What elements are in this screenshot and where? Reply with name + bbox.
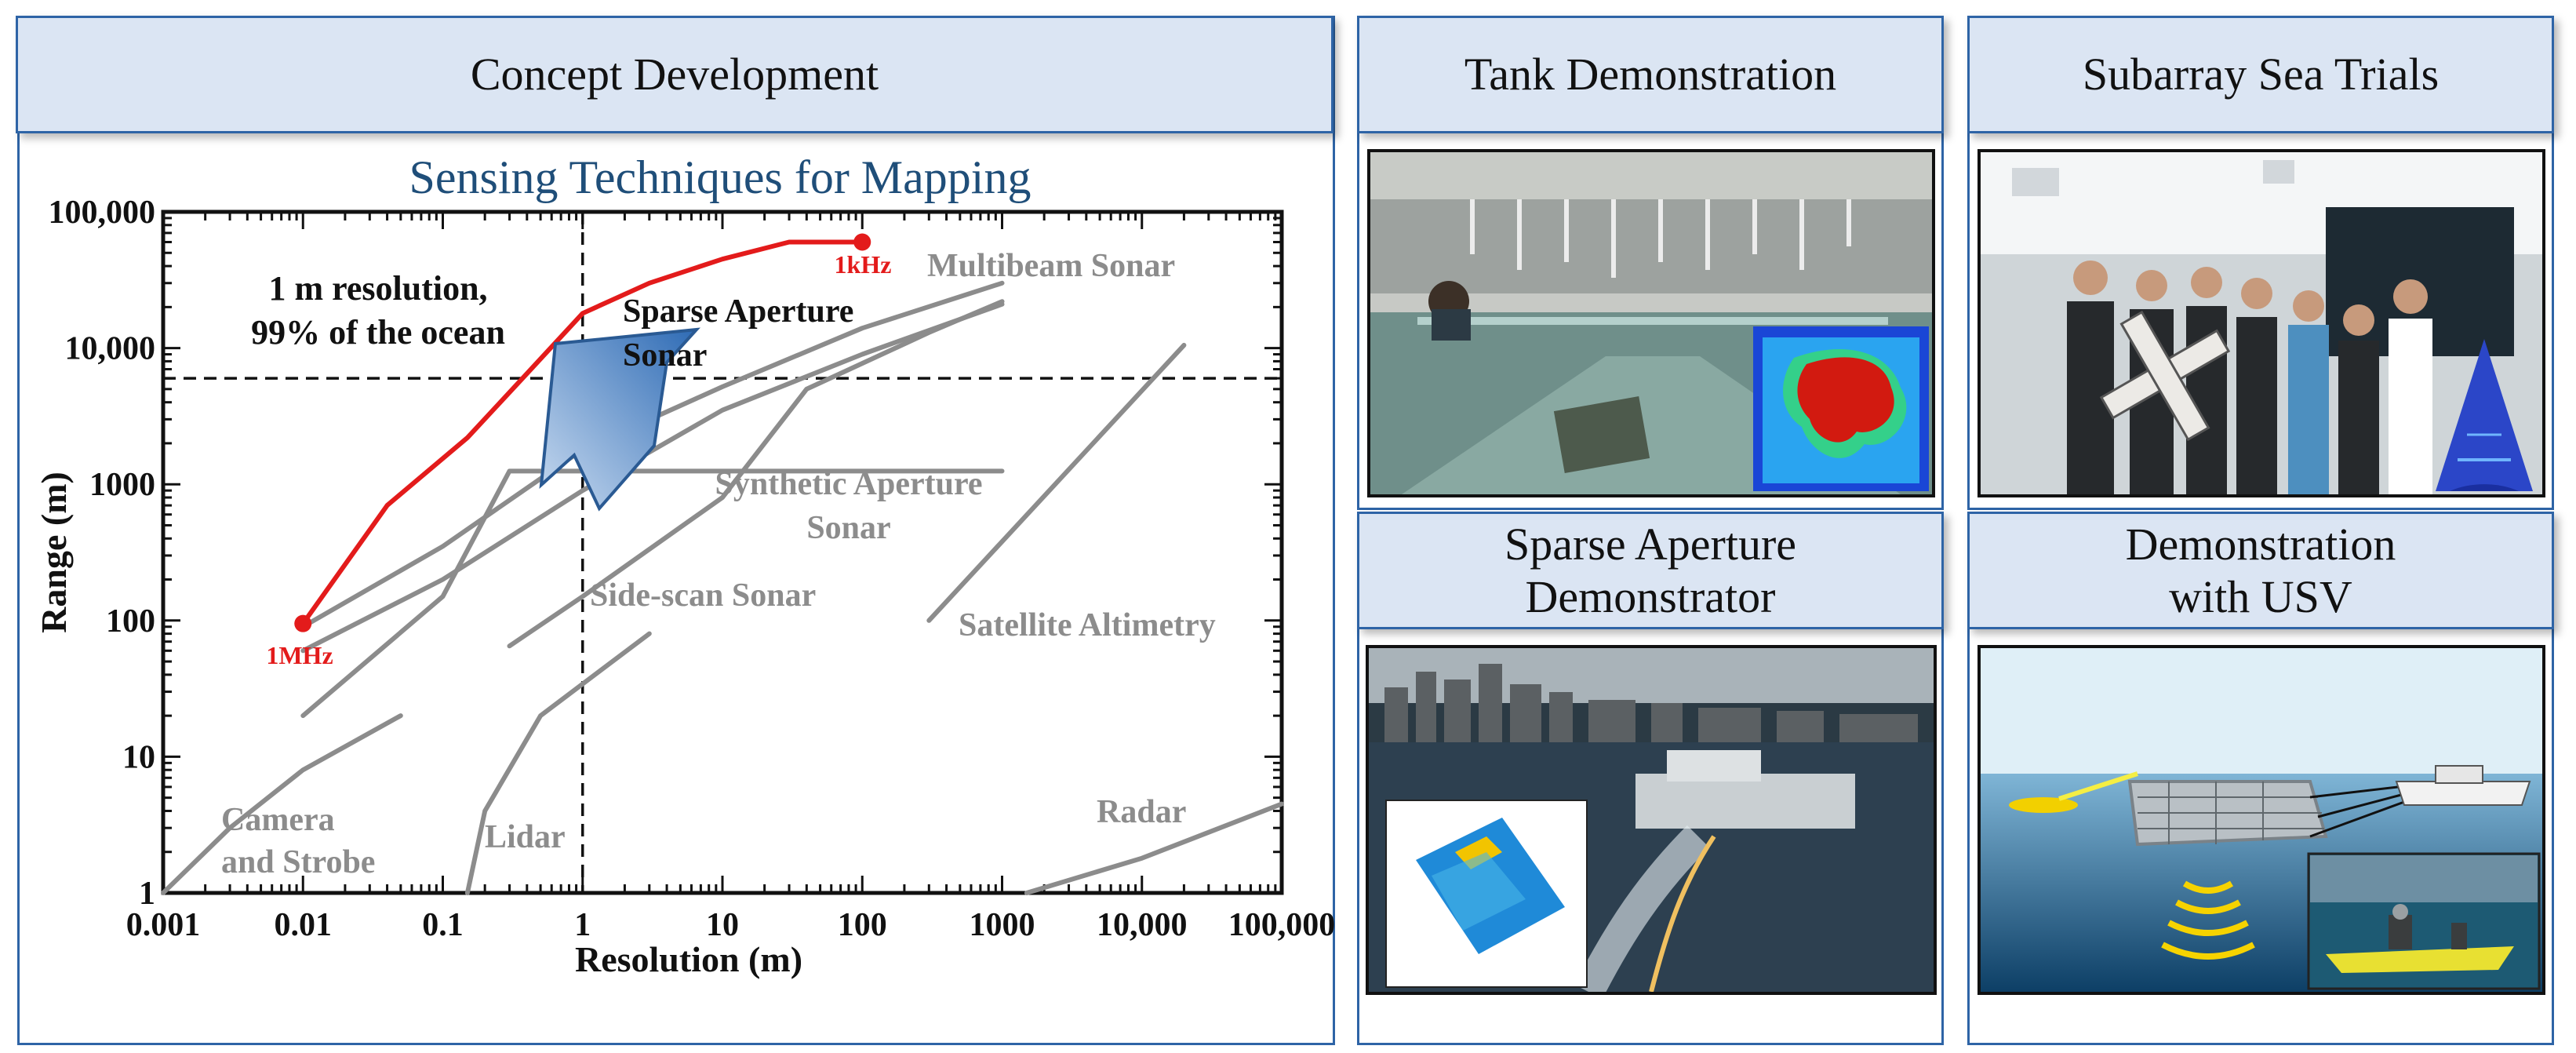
x-tick-label: 0.01 bbox=[275, 907, 333, 943]
usv-header-line2: with USV bbox=[2169, 571, 2352, 622]
x-tick-label: 10,000 bbox=[1097, 907, 1188, 943]
y-tick-label: 10 bbox=[122, 739, 155, 775]
annotation-line2: 99% of the ocean bbox=[251, 313, 505, 352]
x-tick-label: 1000 bbox=[970, 907, 1035, 943]
tank-header: Tank Demonstration bbox=[1357, 16, 1944, 133]
x-axis-label: Resolution (m) bbox=[575, 939, 802, 979]
label-lidar: Lidar bbox=[485, 819, 566, 855]
sparse-label-line2: Sonar bbox=[623, 337, 707, 373]
sparse-aperture-curve bbox=[294, 233, 871, 632]
label-satellite: Satellite Altimetry bbox=[959, 607, 1216, 643]
axis-ticks bbox=[162, 210, 1283, 895]
x-tick-label: 100,000 bbox=[1228, 907, 1335, 943]
concept-header: Concept Development bbox=[16, 16, 1333, 133]
label-1mhz: 1MHz bbox=[266, 641, 333, 669]
end-point bbox=[853, 233, 871, 251]
y-axis-label: Range (m) bbox=[34, 472, 74, 633]
subarray-header: Subarray Sea Trials bbox=[1967, 16, 2554, 133]
label-camera-line2: and Strobe bbox=[221, 844, 375, 880]
chart-title: Sensing Techniques for Mapping bbox=[409, 151, 1031, 203]
label-radar: Radar bbox=[1097, 794, 1186, 830]
label-multibeam: Multibeam Sonar bbox=[927, 248, 1175, 284]
series-line-4 bbox=[926, 342, 1187, 623]
start-point bbox=[294, 614, 312, 632]
y-tick-label: 1 bbox=[139, 876, 155, 912]
x-tick-label: 100 bbox=[838, 907, 887, 943]
sparse-photo bbox=[1366, 645, 1937, 995]
y-tick-labels: 1 10 100 1000 10,000 100,000 bbox=[49, 195, 156, 912]
subarray-photo bbox=[1977, 149, 2545, 497]
sparse-aperture-line bbox=[300, 239, 865, 626]
label-sas-line2: Sonar bbox=[806, 510, 890, 546]
series-line-5 bbox=[161, 713, 403, 895]
y-tick-label: 100 bbox=[106, 603, 155, 639]
sparse-header: Sparse Aperture Demonstrator bbox=[1357, 512, 1944, 629]
label-1khz: 1kHz bbox=[835, 250, 892, 279]
x-tick-label: 10 bbox=[706, 907, 739, 943]
y-tick-label: 100,000 bbox=[49, 195, 156, 231]
label-camera-line1: Camera bbox=[221, 802, 335, 838]
x-tick-label: 0.1 bbox=[422, 907, 464, 943]
x-tick-label: 0.001 bbox=[126, 907, 201, 943]
sparse-header-line2: Demonstrator bbox=[1525, 571, 1776, 622]
reference-lines bbox=[163, 212, 1282, 893]
usv-photo bbox=[1977, 645, 2545, 995]
sparse-header-line1: Sparse Aperture bbox=[1504, 518, 1797, 570]
sparse-label-line1: Sparse Aperture bbox=[623, 293, 853, 330]
series-line-3 bbox=[507, 299, 1005, 649]
series-line-2 bbox=[300, 468, 1005, 719]
y-tick-label: 10,000 bbox=[65, 331, 156, 367]
improvement-arrow bbox=[539, 327, 700, 512]
label-sidescan: Side-scan Sonar bbox=[590, 578, 816, 614]
sensing-chart: Sensing Techniques for Mapping 0.001 0.01… bbox=[34, 151, 1335, 979]
usv-header-line1: Demonstration bbox=[2125, 518, 2396, 570]
usv-header: Demonstration with USV bbox=[1967, 512, 2554, 629]
label-sas-line1: Synthetic Aperture bbox=[715, 466, 982, 502]
annotation-line1: 1 m resolution, bbox=[268, 269, 487, 308]
tank-photo bbox=[1367, 149, 1935, 497]
x-tick-labels: 0.001 0.01 0.1 1 10 100 1000 10,000 100,000 bbox=[126, 907, 1335, 943]
series-line-6 bbox=[464, 631, 652, 895]
y-tick-label: 1000 bbox=[89, 467, 155, 503]
x-tick-label: 1 bbox=[574, 907, 591, 943]
series-line-7 bbox=[1024, 801, 1284, 895]
series-line-1 bbox=[300, 301, 1005, 654]
